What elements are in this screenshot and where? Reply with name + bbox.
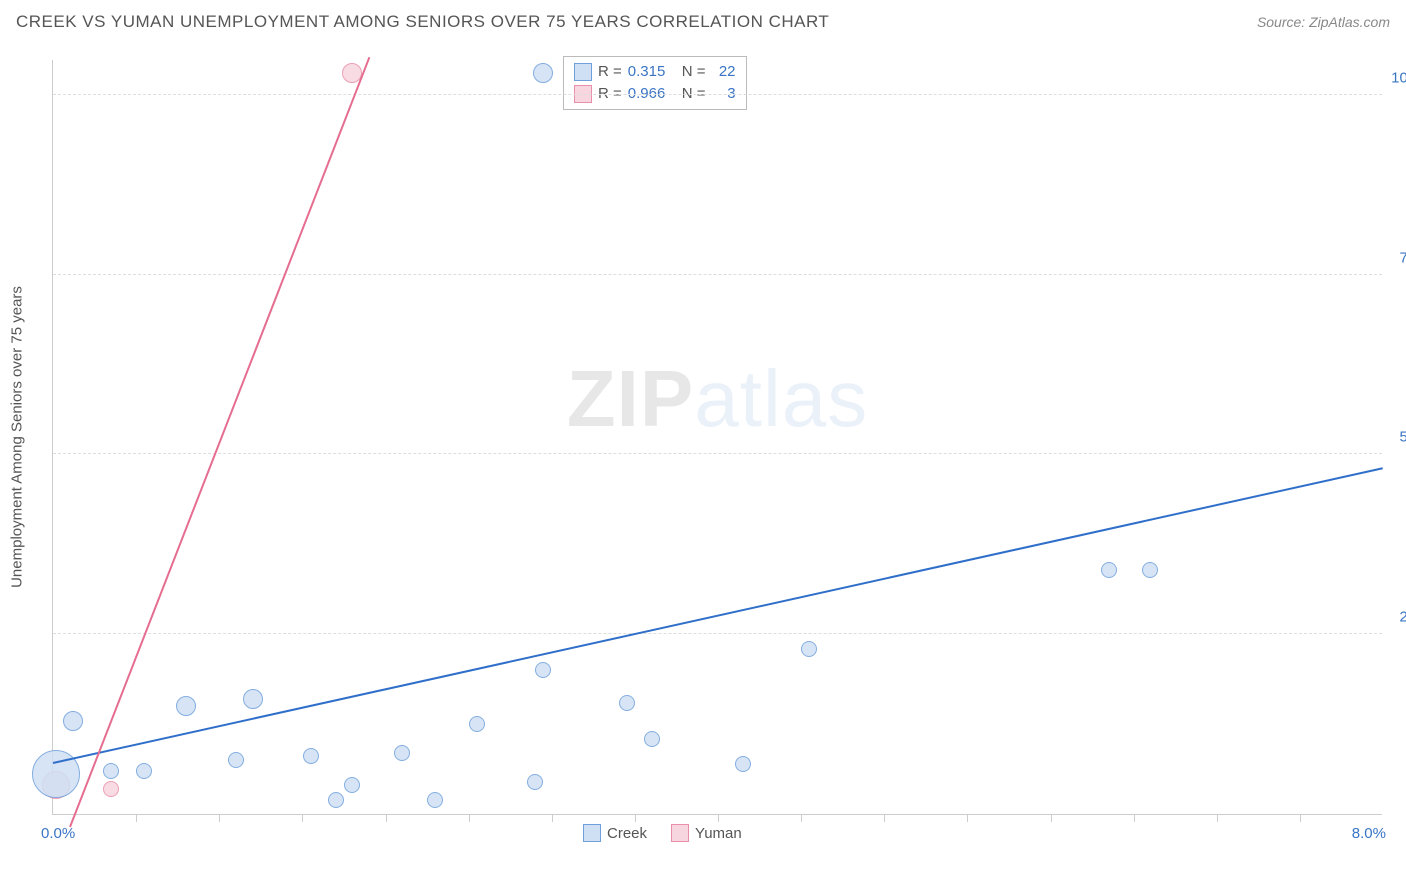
x-tick [1134,814,1135,822]
source-attribution: Source: ZipAtlas.com [1257,14,1390,30]
series-legend: Creek Yuman [583,824,742,842]
data-point [103,781,119,797]
legend-swatch [583,824,601,842]
data-point [228,752,244,768]
data-point [535,662,551,678]
series-legend-item: Yuman [671,824,742,842]
x-tick [884,814,885,822]
trend-line [69,58,370,828]
y-tick-label: 25.0% [1399,609,1406,626]
data-point [527,774,543,790]
data-point [328,792,344,808]
legend-swatch [671,824,689,842]
gridline [53,453,1382,454]
x-axis-max-label: 8.0% [1352,825,1386,842]
data-point [103,763,119,779]
y-tick-label: 100.0% [1391,69,1406,86]
x-tick [1217,814,1218,822]
data-point [63,711,83,731]
series-legend-item: Creek [583,824,647,842]
data-point [735,756,751,772]
series-label: Yuman [695,825,742,842]
x-tick [386,814,387,822]
scatter-chart: ZIPatlas Unemployment Among Seniors over… [52,60,1382,815]
data-point [801,641,817,657]
data-point [469,716,485,732]
series-label: Creek [607,825,647,842]
x-tick [219,814,220,822]
r-value: 0.315 [628,61,676,83]
data-point [136,763,152,779]
legend-swatch [574,63,592,81]
legend-row: R = 0.315 N = 22 [574,61,736,83]
data-point [619,695,635,711]
watermark: ZIPatlas [567,353,868,445]
x-tick [469,814,470,822]
x-axis-min-label: 0.0% [41,825,75,842]
x-tick [718,814,719,822]
x-tick [1051,814,1052,822]
data-point [243,689,263,709]
r-label: R = [598,61,622,83]
data-point [644,731,660,747]
data-point [1142,562,1158,578]
trend-line [53,467,1383,764]
x-tick [302,814,303,822]
y-tick-label: 50.0% [1399,429,1406,446]
x-tick [635,814,636,822]
data-point [344,777,360,793]
n-value: 22 [712,61,736,83]
data-point [533,63,553,83]
x-tick [136,814,137,822]
data-point [427,792,443,808]
data-point [394,745,410,761]
x-tick [801,814,802,822]
x-tick [1300,814,1301,822]
data-point [176,696,196,716]
stats-legend: R =0.315N =22R =0.966N =3 [563,56,747,110]
data-point [1101,562,1117,578]
gridline [53,94,1382,95]
gridline [53,274,1382,275]
y-axis-title: Unemployment Among Seniors over 75 years [9,286,26,588]
gridline [53,633,1382,634]
x-tick [967,814,968,822]
x-tick [552,814,553,822]
chart-title: CREEK VS YUMAN UNEMPLOYMENT AMONG SENIOR… [16,12,829,32]
y-tick-label: 75.0% [1399,249,1406,266]
n-label: N = [682,61,706,83]
data-point [303,748,319,764]
